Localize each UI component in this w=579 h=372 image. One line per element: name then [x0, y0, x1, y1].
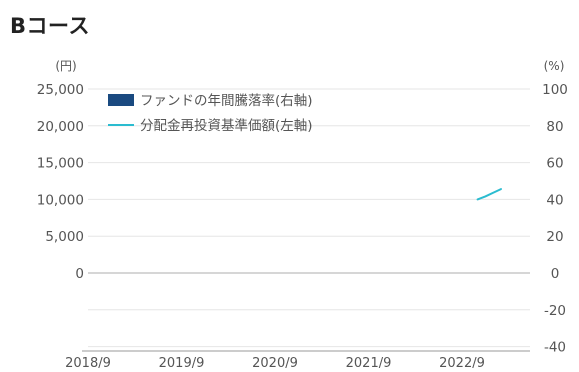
right-axis-tick-label: 0	[551, 266, 560, 282]
left-axis-tick-label: 0	[75, 266, 84, 282]
right-axis-tick-label: -20	[544, 303, 566, 319]
x-axis-tick-label: 2021/9	[346, 356, 392, 371]
right-axis-tick-label: 100	[542, 82, 568, 98]
left-axis-tick-label: 20,000	[37, 119, 84, 135]
chart-title: Bコース	[10, 14, 90, 38]
x-axis-tick-label: 2019/9	[159, 356, 205, 371]
right-axis-tick-label: 60	[546, 156, 563, 172]
right-axis-tick-label: -40	[544, 340, 566, 356]
left-axis-tick-label: 5,000	[45, 229, 84, 245]
x-axis-tick-label: 2020/9	[252, 356, 298, 371]
legend-label: ファンドの年間騰落率(右軸)	[140, 92, 313, 109]
legend-swatch-bar	[108, 94, 134, 106]
right-axis-unit: (%)	[544, 59, 565, 73]
series-line-nav	[476, 188, 502, 201]
legend-label: 分配金再投資基準価額(左軸)	[140, 117, 313, 134]
right-axis-tick-label: 80	[546, 119, 563, 135]
x-axis-tick-label: 2022/9	[439, 356, 485, 371]
left-axis-tick-label: 15,000	[37, 156, 84, 172]
x-axis-tick-label: 2018/9	[65, 356, 111, 371]
left-axis-tick-label: 25,000	[37, 82, 84, 98]
right-axis-tick-label: 40	[546, 192, 563, 208]
right-axis-tick-label: 20	[546, 229, 563, 245]
left-axis-unit: (円)	[55, 59, 76, 73]
left-axis-tick-label: 10,000	[37, 192, 84, 208]
